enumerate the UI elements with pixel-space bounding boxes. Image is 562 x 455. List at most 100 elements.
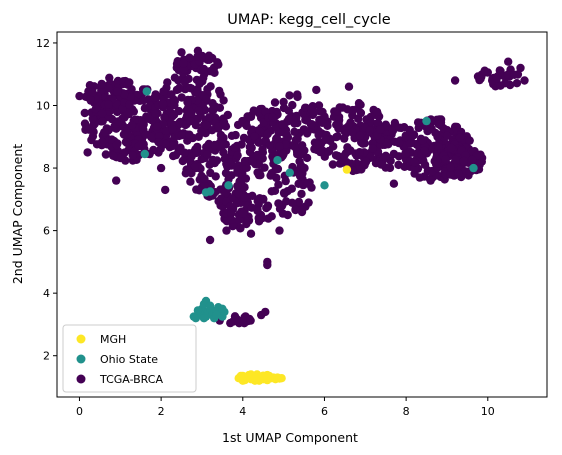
axes: 0 2 4 6 8 10 2 4 6 8 10 12 [36,37,495,418]
point-tcga-brca [120,90,129,99]
point-tcga-brca [331,151,341,160]
point-tcga-brca [300,163,309,173]
point-tcga-brca [388,126,398,135]
point-tcga-brca [312,85,321,95]
legend-marker [76,354,86,364]
point-tcga-brca [293,92,302,102]
point-tcga-brca [113,117,123,126]
point-tcga-brca [347,127,357,137]
point-tcga-brca [172,85,182,95]
point-tcga-brca [176,119,185,128]
point-tcga-brca [291,143,300,152]
point-tcga-brca [356,108,366,118]
point-tcga-brca [355,131,365,140]
point-tcga-brca [242,121,251,131]
point-tcga-brca [434,142,443,151]
point-tcga-brca [220,154,229,163]
point-tcga-brca [240,156,250,166]
point-tcga-brca [274,180,283,189]
point-tcga-brca [304,198,313,207]
point-tcga-brca [302,129,312,138]
point-tcga-brca [328,160,338,169]
point-tcga-brca [510,70,519,80]
point-tcga-brca [258,154,267,163]
point-tcga-brca [275,142,284,151]
point-tcga-brca [355,148,364,157]
point-tcga-brca [434,120,443,129]
point-tcga-brca [216,130,226,140]
point-tcga-brca [281,128,291,137]
point-tcga-brca [454,169,463,178]
point-tcga-brca [338,103,347,112]
point-tcga-brca [382,122,391,131]
point-tcga-brca [362,157,371,166]
point-tcga-brca [170,97,179,106]
point-tcga-brca [226,318,235,328]
point-tcga-brca [285,91,294,100]
x-axis-label: 1st UMAP Component [222,430,358,445]
point-tcga-brca [126,93,135,102]
point-tcga-brca [101,150,111,159]
point-tcga-brca [443,131,452,140]
point-tcga-brca [186,177,195,186]
point-tcga-brca [354,99,364,108]
point-tcga-brca [128,151,137,160]
point-tcga-brca [150,93,159,102]
point-tcga-brca [177,48,186,57]
point-tcga-brca [249,106,258,115]
x-tick-label: 8 [403,405,410,418]
point-tcga-brca [298,141,307,150]
point-tcga-brca [119,130,129,139]
point-tcga-brca [415,173,424,182]
point-tcga-brca [234,215,244,225]
point-tcga-brca [265,141,274,150]
point-tcga-brca [253,168,262,177]
chart-title: UMAP: kegg_cell_cycle [227,12,390,28]
point-tcga-brca [177,93,186,102]
x-tick-label: 6 [321,405,328,418]
point-tcga-brca [88,88,97,97]
point-tcga-brca [332,132,341,142]
plot-frame [56,31,548,398]
point-tcga-brca [100,128,110,137]
point-ohio-state [422,116,431,126]
point-tcga-brca [192,148,201,158]
point-tcga-brca [261,307,270,317]
point-tcga-brca [302,153,312,163]
point-tcga-brca [181,169,190,178]
point-tcga-brca [314,130,323,140]
point-tcga-brca [504,57,513,66]
point-ohio-state [142,87,151,96]
point-tcga-brca [283,210,292,220]
point-tcga-brca [233,181,242,191]
point-tcga-brca [238,209,248,218]
point-tcga-brca [139,96,148,105]
y-tick-label: 4 [43,287,50,300]
point-tcga-brca [210,140,219,150]
point-tcga-brca [177,131,187,140]
point-tcga-brca [226,209,236,218]
point-tcga-brca [195,186,204,195]
y-axis-label: 2nd UMAP Component [10,144,25,284]
data-points [75,46,529,385]
point-tcga-brca [227,131,237,140]
point-tcga-brca [450,76,460,85]
y-tick-label: 6 [43,225,50,238]
point-tcga-brca [97,80,107,89]
point-tcga-brca [219,96,228,105]
point-tcga-brca [401,149,410,158]
point-tcga-brca [377,160,386,169]
point-tcga-brca [303,179,312,188]
point-tcga-brca [178,156,187,166]
point-tcga-brca [420,146,429,156]
point-tcga-brca [385,163,395,173]
point-tcga-brca [98,117,107,126]
point-tcga-brca [80,108,90,118]
legend-box [62,324,197,393]
point-ohio-state [205,301,215,310]
point-tcga-brca [183,98,192,107]
point-tcga-brca [208,155,218,165]
point-tcga-brca [373,118,383,128]
point-tcga-brca [204,113,214,122]
point-tcga-brca [104,100,113,109]
